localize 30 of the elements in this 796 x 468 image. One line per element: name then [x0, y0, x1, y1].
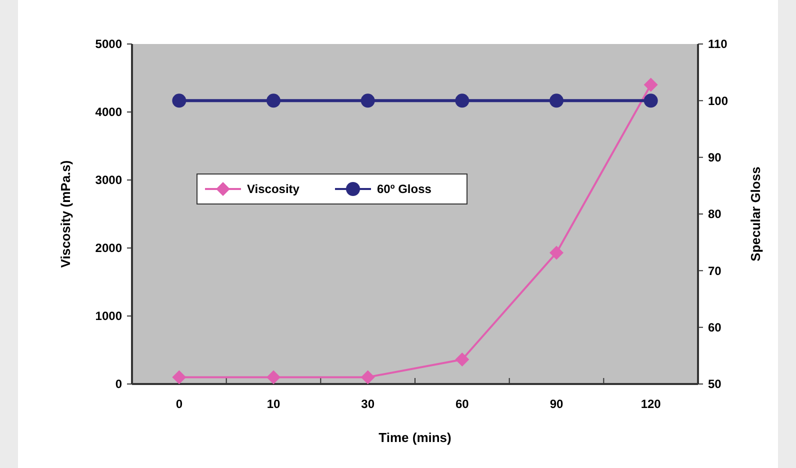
x-tick-label: 0: [176, 397, 183, 411]
y2-axis-title: Specular Gloss: [748, 166, 763, 262]
y2-tick-label: 90: [708, 150, 722, 165]
point: [172, 370, 186, 384]
x-tick-label: 90: [550, 397, 564, 411]
point: [455, 352, 470, 367]
x-tick-label: 120: [640, 397, 662, 411]
x-tick-label: 30: [361, 397, 375, 411]
y-tick-label: 3000: [95, 173, 122, 188]
x-axis-title: Time (mins): [378, 430, 452, 445]
legend-label: 60º Gloss: [377, 182, 432, 196]
y-tick-label: 4000: [95, 105, 122, 120]
x-tick-label: 60: [455, 397, 470, 411]
y-tick-label: 2000: [95, 241, 122, 256]
y2-tick-label: 50: [708, 377, 722, 392]
point: [550, 246, 564, 260]
y2-tick-label: 110: [708, 37, 728, 52]
x-tick-label: 10: [266, 397, 280, 411]
y2-tick-label: 60: [708, 320, 722, 335]
legend-label: Viscosity: [247, 182, 300, 196]
y-tick-label: 1000: [95, 309, 122, 324]
point: [360, 370, 375, 384]
y2-tick-label: 80: [708, 207, 722, 222]
y-tick-label: 0: [115, 377, 122, 392]
y2-tick-label: 70: [708, 264, 722, 278]
y-axis-title: Viscosity (mPa.s): [58, 160, 73, 268]
y-tick-label: 5000: [95, 37, 122, 52]
point: [266, 370, 280, 384]
y2-tick-label: 100: [708, 94, 728, 108]
point: [644, 78, 658, 92]
